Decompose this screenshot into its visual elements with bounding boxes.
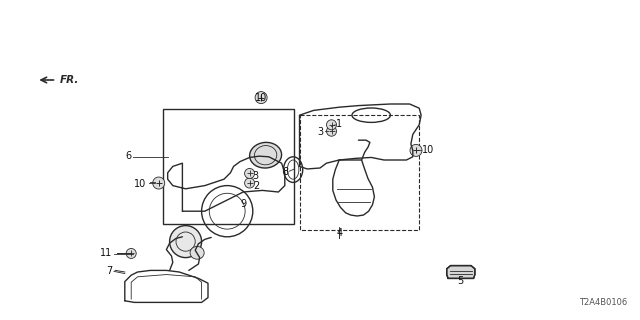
Bar	[163, 109, 294, 224]
Text: 11: 11	[100, 248, 112, 258]
Ellipse shape	[250, 142, 282, 168]
Text: 1: 1	[336, 119, 342, 129]
Circle shape	[244, 168, 255, 179]
Text: 8: 8	[282, 167, 288, 177]
Circle shape	[326, 120, 337, 130]
Text: 2: 2	[253, 180, 259, 191]
Text: 10: 10	[422, 145, 435, 155]
Circle shape	[255, 92, 267, 104]
Circle shape	[326, 126, 337, 136]
Polygon shape	[447, 266, 475, 278]
Text: 10: 10	[255, 93, 268, 103]
Circle shape	[244, 178, 255, 188]
Circle shape	[126, 248, 136, 259]
Text: 5: 5	[458, 276, 464, 286]
Text: 3: 3	[317, 127, 323, 137]
Circle shape	[153, 177, 164, 189]
Text: 9: 9	[240, 199, 246, 209]
Circle shape	[410, 144, 422, 156]
Text: 7: 7	[106, 266, 112, 276]
Text: 4: 4	[336, 228, 342, 238]
Bar	[300, 115, 419, 230]
Text: 10: 10	[134, 179, 146, 189]
Text: 6: 6	[125, 151, 131, 161]
Text: 3: 3	[253, 171, 259, 181]
Ellipse shape	[190, 246, 204, 259]
Text: FR.: FR.	[60, 75, 79, 85]
Text: T2A4B0106: T2A4B0106	[579, 298, 627, 307]
Circle shape	[170, 226, 202, 258]
